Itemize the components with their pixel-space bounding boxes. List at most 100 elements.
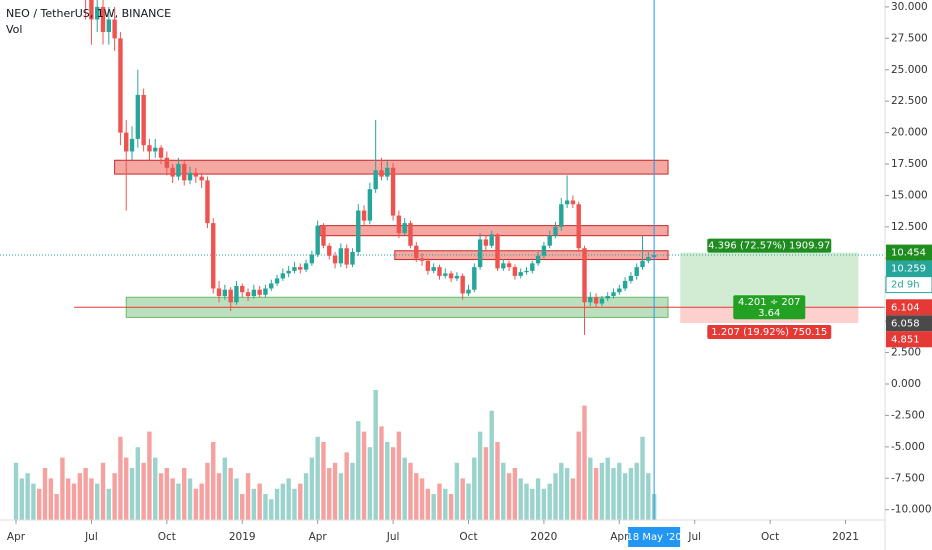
candle-body xyxy=(147,145,152,152)
volume-bar xyxy=(251,488,257,520)
x-tick-label: Apr xyxy=(610,531,629,543)
loss-label-box xyxy=(707,325,832,340)
volume-bar xyxy=(292,488,297,520)
volume-bar xyxy=(112,473,117,520)
volume-bar xyxy=(361,431,367,520)
candle-body xyxy=(646,257,651,261)
candle-body xyxy=(187,172,193,181)
volume-bar xyxy=(164,468,170,520)
volume-bar xyxy=(193,488,199,520)
candle-body xyxy=(385,167,390,177)
cursor-date: 18 May '20 xyxy=(627,532,682,543)
candle-body xyxy=(448,273,454,279)
y-tick-label: -10.000 xyxy=(891,504,932,516)
zone xyxy=(319,225,669,237)
price-label-box xyxy=(885,276,932,294)
candle-body xyxy=(164,157,170,168)
candle-body xyxy=(611,292,616,297)
candle-body xyxy=(251,289,257,297)
volume-bar xyxy=(634,462,639,520)
candle-body xyxy=(622,280,628,289)
volume-bar xyxy=(25,473,30,520)
volume-bar xyxy=(379,426,384,520)
candle-body xyxy=(89,0,94,20)
x-tick-label: 2021 xyxy=(832,531,859,543)
candle-body xyxy=(582,248,587,303)
x-tick-label: Apr xyxy=(309,531,328,543)
candle-body xyxy=(182,164,187,181)
volume-bar xyxy=(257,483,262,520)
candle-body xyxy=(135,94,141,139)
candle-body xyxy=(263,288,268,295)
volume-bar xyxy=(506,473,512,520)
volume-bar xyxy=(582,405,587,520)
candle-body xyxy=(559,204,564,227)
volume-bar xyxy=(367,447,373,520)
x-tick-label: Jul xyxy=(386,531,400,543)
volume-bar xyxy=(588,457,593,520)
volume-bar xyxy=(118,436,123,520)
volume-bar xyxy=(31,483,36,520)
volume-bar xyxy=(205,462,210,520)
plot-area xyxy=(0,0,885,520)
volume-bar xyxy=(530,488,535,520)
candle-body xyxy=(286,270,291,274)
x-tick-label: Oct xyxy=(761,531,779,543)
volume-bar xyxy=(640,436,645,520)
candle-body xyxy=(95,6,100,20)
volume-bar xyxy=(419,478,425,520)
candle-body xyxy=(553,226,558,236)
volume-bar xyxy=(448,494,454,520)
candle-body xyxy=(257,289,262,295)
candle-body xyxy=(419,258,425,261)
candle-body xyxy=(425,260,431,271)
volume-bar xyxy=(472,457,477,520)
volume-bar xyxy=(425,488,431,520)
candle-body xyxy=(512,267,518,276)
volume-bar xyxy=(141,462,146,520)
candle-body xyxy=(593,297,599,304)
volume-bar xyxy=(315,436,320,520)
volume-bar xyxy=(228,468,233,520)
candle-body xyxy=(605,296,610,299)
candle-body xyxy=(309,254,315,264)
candle-body xyxy=(373,170,378,190)
volume-bar xyxy=(327,468,332,520)
volume-bar xyxy=(356,421,361,520)
candle-body xyxy=(240,285,245,293)
candle-body xyxy=(245,292,251,297)
volume-bar xyxy=(564,468,570,520)
volume-bar xyxy=(408,462,413,520)
volume-bar xyxy=(303,473,309,520)
candle-body xyxy=(617,288,622,293)
volume-bar xyxy=(216,473,222,520)
candle-body xyxy=(390,167,396,216)
cursor-date-box xyxy=(628,527,681,547)
candle-body xyxy=(431,267,436,271)
volume-bar xyxy=(182,468,187,520)
volume-bar xyxy=(350,462,355,520)
volume-bar xyxy=(240,494,245,520)
volume-bar xyxy=(42,468,48,520)
volume-bar xyxy=(286,478,291,520)
volume-bar xyxy=(280,483,286,520)
y-tick-label: 17.500 xyxy=(891,158,928,170)
candle-body xyxy=(454,275,460,279)
candle-body xyxy=(402,223,407,234)
y-tick-label: 20.000 xyxy=(891,127,928,139)
volume-bar xyxy=(124,457,129,520)
volume-bar xyxy=(622,473,628,520)
x-tick-label: Oct xyxy=(459,531,477,543)
volume-bar xyxy=(298,483,303,520)
price-label-box xyxy=(886,299,932,316)
price-label: 4.851 xyxy=(891,334,920,345)
volume-bar xyxy=(54,494,59,520)
volume-bar xyxy=(100,462,106,520)
volume-bar xyxy=(66,478,71,520)
volume-bar xyxy=(274,488,280,520)
price-label-box xyxy=(886,331,932,348)
candle-body xyxy=(396,215,402,234)
price-label: 6.058 xyxy=(891,318,920,329)
y-tick-label: -5.000 xyxy=(891,441,925,453)
candle-body xyxy=(640,260,645,268)
